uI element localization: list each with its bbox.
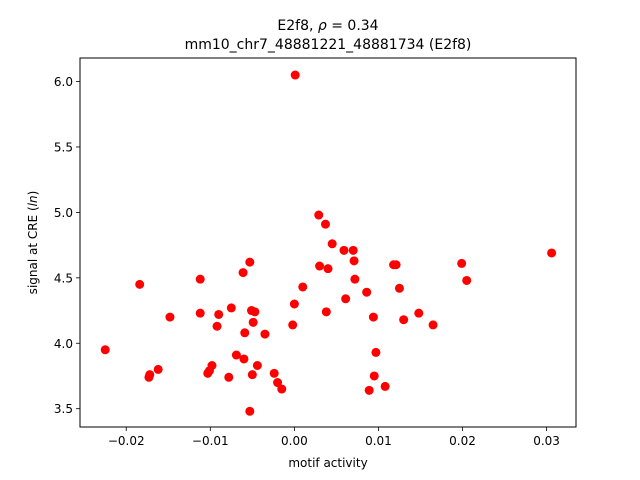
x-tick-label: 0.01 [365,434,392,448]
scatter-point [165,312,175,322]
scatter-point [212,321,222,331]
title-prefix: E2f8, [277,18,318,34]
y-axis-ticks: 3.5 4.0 4.5 5.0 5.5 6.0 [54,75,80,416]
scatter-point [414,308,424,318]
scatter-point [327,239,337,249]
scatter-point [314,210,324,220]
scatter-point [260,329,270,339]
scatter-point [369,371,379,381]
scatter-point [231,350,241,360]
chart-title-line2: mm10_chr7_48881221_48881734 (E2f8) [185,37,472,53]
scatter-point [250,307,260,317]
x-tick-label: 0.02 [449,434,476,448]
scatter-point [350,274,360,284]
scatter-point [428,320,438,330]
scatter-point [462,275,472,285]
scatter-point [547,248,557,258]
scatter-point [288,320,298,330]
chart-title-line1: E2f8, ρ = 0.34 [277,18,378,34]
scatter-point [239,354,249,364]
scatter-point [394,283,404,293]
scatter-point [323,264,333,274]
scatter-point [135,279,145,289]
scatter-point [362,287,372,297]
y-axis-label: signal at CRE (ln) [26,191,40,295]
y-axis-label-ln: ln [26,195,40,206]
scatter-point [399,315,409,325]
scatter-point [349,256,359,266]
scatter-point [238,268,248,278]
plot-area-frame [79,57,577,428]
scatter-point [269,368,279,378]
y-tick-label: 4.5 [54,271,73,285]
scatter-point [153,364,163,374]
title-rho-symbol: ρ [318,18,327,34]
scatter-point [248,317,258,327]
scatter-point [195,274,205,284]
x-tick-label: 0.00 [281,434,308,448]
x-tick-label: −0.02 [108,434,145,448]
y-tick-label: 5.0 [54,206,73,220]
scatter-point [368,312,378,322]
scatter-point [247,370,257,380]
y-tick-label: 5.5 [54,140,73,154]
scatter-point [371,347,381,357]
scatter-point [391,260,401,270]
scatter-point [226,303,236,313]
y-tick-label: 6.0 [54,75,73,89]
scatter-point [290,70,300,80]
x-tick-label: 0.03 [533,434,560,448]
scatter-point [320,219,330,229]
scatter-point [145,370,155,380]
x-tick-label: −0.01 [192,434,229,448]
scatter-point [348,245,358,255]
scatter-point [100,345,110,355]
scatter-point [341,294,351,304]
y-axis-label-prefix: signal at CRE ( [26,206,40,294]
scatter-point [240,328,250,338]
x-axis-ticks: −0.02 −0.01 0.00 0.01 0.02 0.03 [108,427,560,448]
scatter-point [339,245,349,255]
scatter-point [195,308,205,318]
scatter-point [224,372,234,382]
y-tick-label: 4.0 [54,337,73,351]
scatter-point [298,282,308,292]
y-tick-label: 3.5 [54,402,73,416]
scatter-point [321,307,331,317]
scatter-point [245,406,255,416]
scatter-point [214,309,224,319]
scatter-point [252,361,262,370]
scatter-point [315,261,325,271]
scatter-point [457,258,467,268]
y-axis-label-suffix: ) [26,191,40,196]
scatter-point [207,361,217,370]
scatter-point [364,385,374,395]
scatter-point [380,381,390,391]
scatter-point [277,384,287,394]
scatter-point [273,378,283,388]
scatter-point [289,299,299,309]
x-axis-label: motif activity [288,456,367,470]
scatter-points [100,70,557,416]
title-rho-value: = 0.34 [327,18,379,34]
scatter-point [245,257,255,267]
